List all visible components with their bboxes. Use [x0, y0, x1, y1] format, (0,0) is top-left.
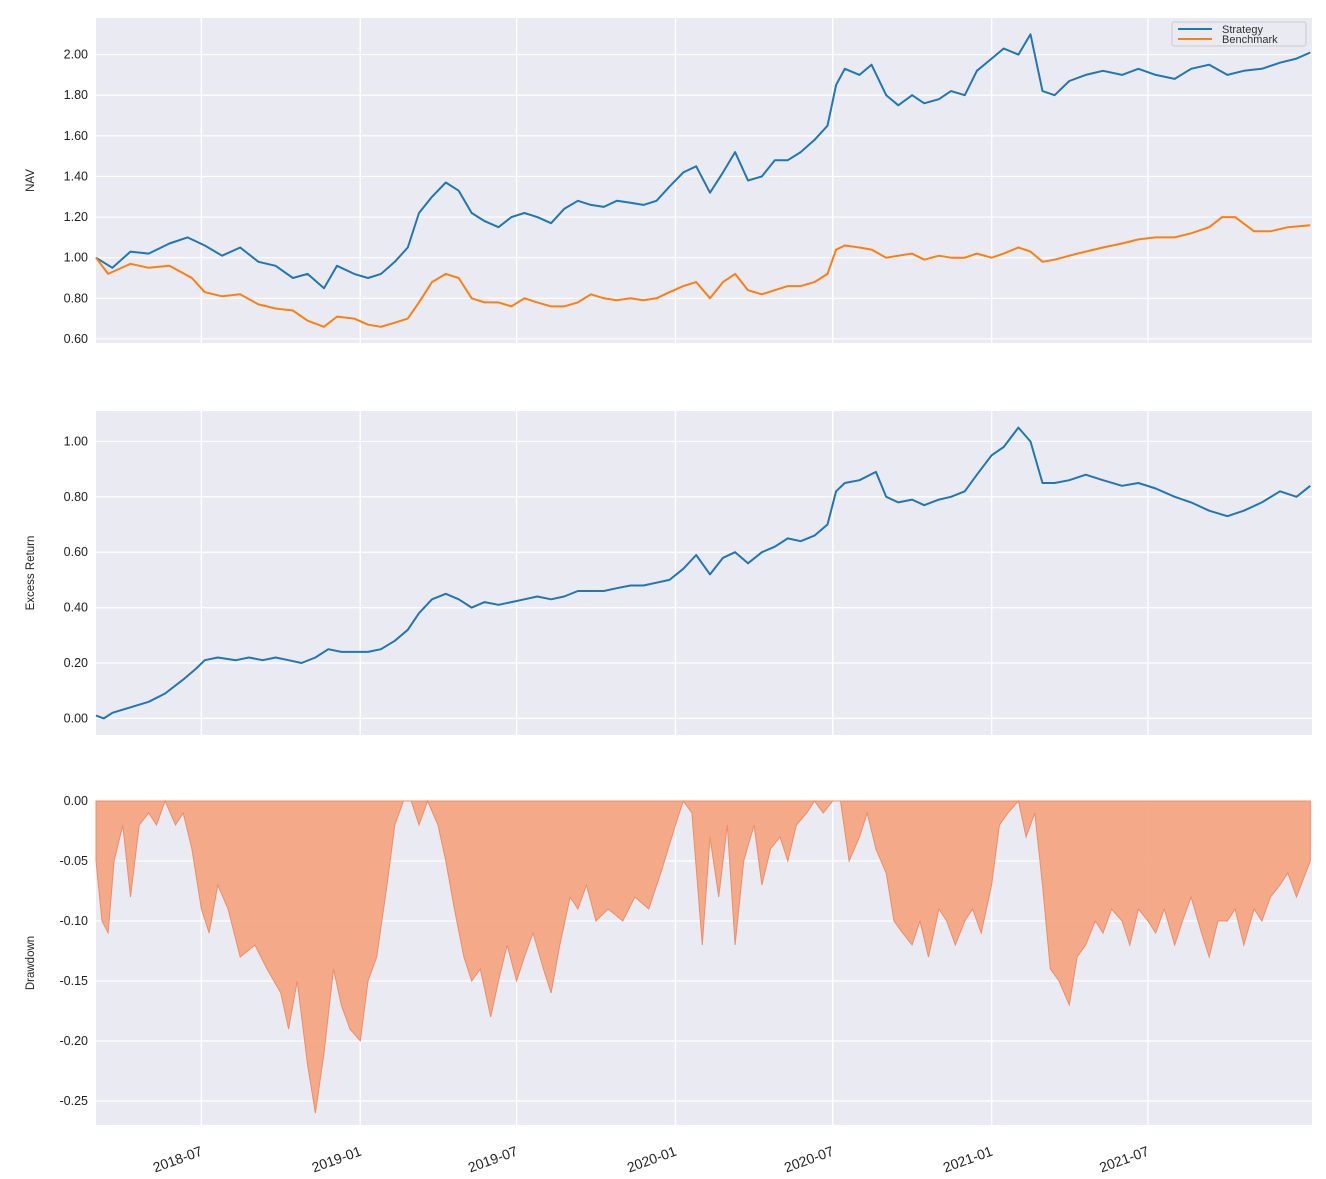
x-tick-label: 2019-01	[310, 1143, 364, 1176]
y-tick-label: 1.80	[64, 88, 88, 102]
drawdown-area	[95, 799, 1311, 1114]
y-tick-label: 0.80	[64, 291, 88, 305]
y-tick-label: 0.60	[64, 545, 88, 559]
y-tick-label: 0.60	[64, 332, 88, 346]
y-axis-label: Excess Return	[25, 536, 37, 611]
y-axis-label: Drawdown	[25, 936, 37, 990]
legend-label-benchmark: Benchmark	[1222, 34, 1278, 46]
y-tick-label: -0.15	[60, 974, 89, 988]
plot-area-1	[96, 411, 1312, 735]
strategy-line	[95, 33, 1311, 290]
excess-return-line	[95, 426, 1311, 720]
x-tick-label: 2021-01	[941, 1143, 995, 1176]
y-tick-label: 0.40	[64, 601, 88, 615]
y-tick-label: 1.00	[64, 251, 88, 265]
x-tick-label: 2020-01	[625, 1143, 679, 1176]
y-axis-label: NAV	[25, 169, 37, 192]
y-tick-label: -0.25	[60, 1094, 89, 1108]
y-tick-label: 2.00	[64, 48, 88, 62]
y-tick-label: 1.20	[64, 210, 88, 224]
legend-label-strategy: Strategy	[1222, 24, 1263, 36]
y-tick-label: -0.10	[60, 914, 89, 928]
x-tick-label: 2018-07	[151, 1143, 205, 1176]
y-tick-label: -0.20	[60, 1034, 89, 1048]
y-tick-label: 0.80	[64, 490, 88, 504]
y-tick-label: 1.00	[64, 434, 88, 448]
x-tick-label: 2019-07	[466, 1143, 520, 1176]
benchmark-line	[95, 216, 1311, 328]
y-tick-label: 0.00	[64, 794, 88, 808]
y-tick-label: 1.40	[64, 169, 88, 183]
y-tick-label: 0.00	[64, 711, 88, 725]
x-tick-label: 2020-07	[782, 1143, 836, 1176]
y-tick-label: -0.05	[60, 854, 89, 868]
y-tick-label: 1.60	[64, 129, 88, 143]
x-tick-label: 2021-07	[1097, 1143, 1151, 1176]
y-tick-label: 0.20	[64, 656, 88, 670]
